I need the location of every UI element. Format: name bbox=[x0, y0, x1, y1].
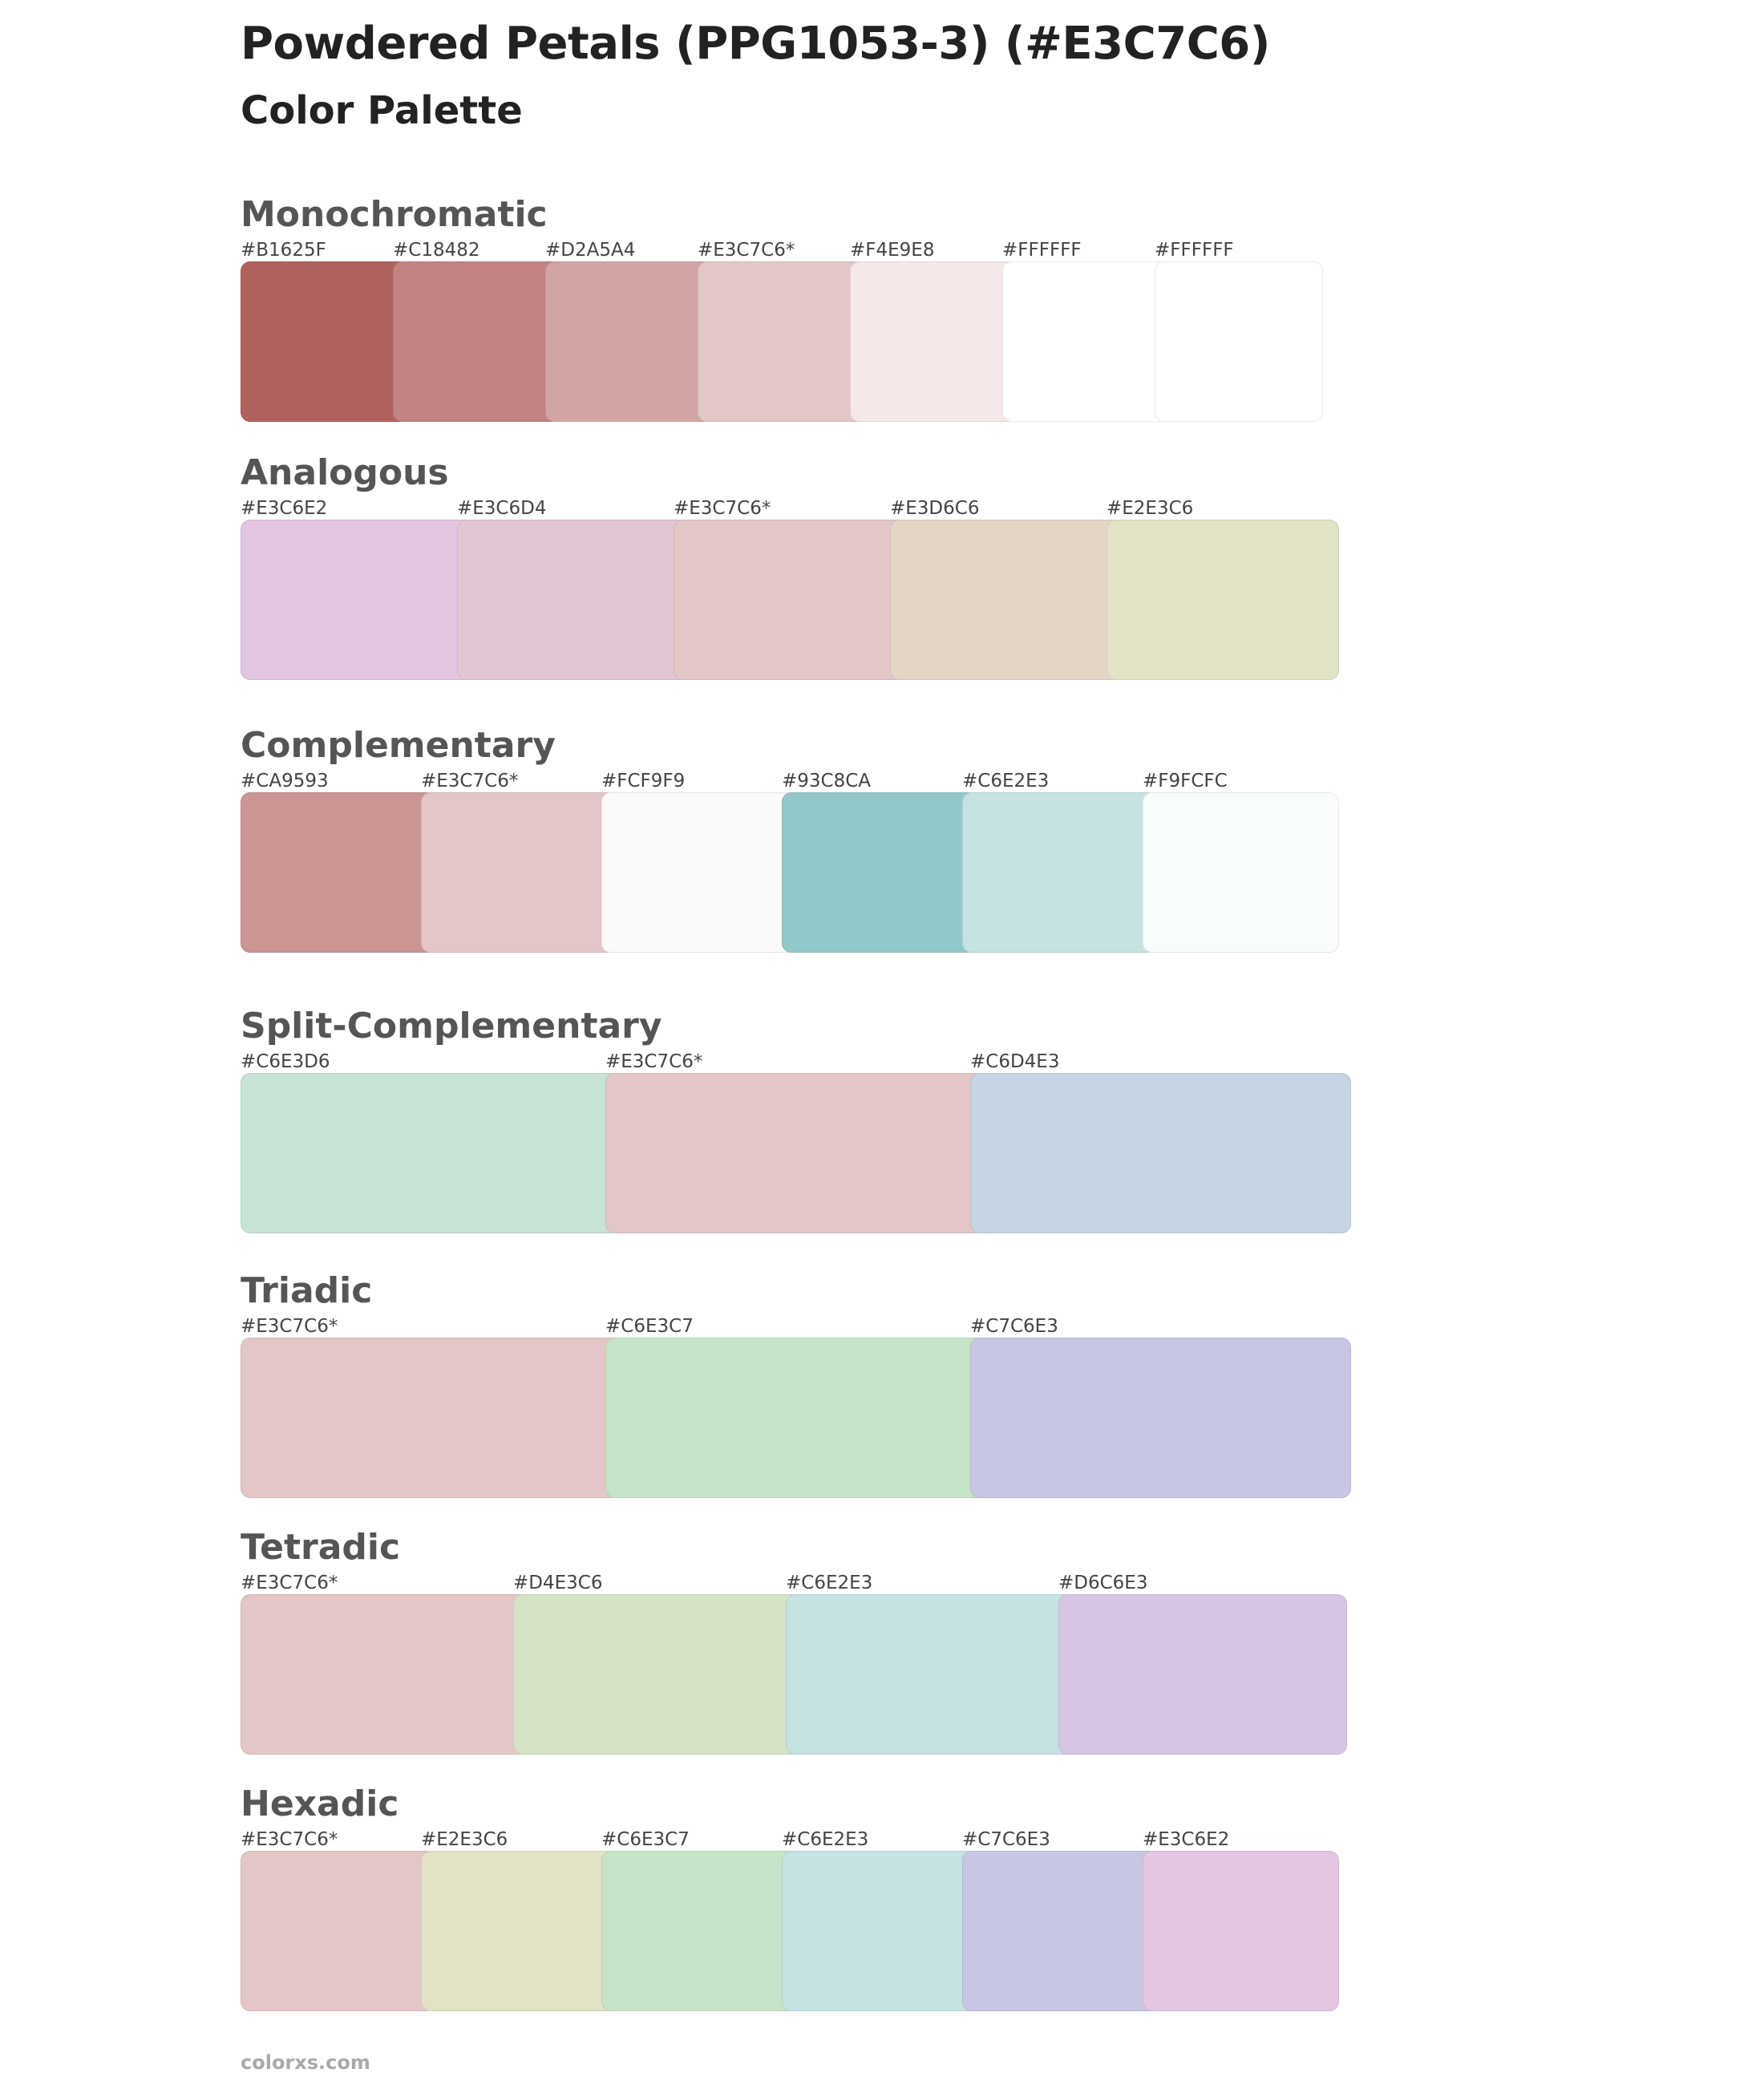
swatch-hex-label[interactable]: #E3C6D4 bbox=[457, 498, 547, 519]
section-title: Triadic bbox=[241, 1270, 373, 1311]
swatch-hex-label[interactable]: #E3C7C6* bbox=[241, 1316, 338, 1337]
section-title: Complementary bbox=[241, 725, 556, 766]
swatch-labels: #E3C7C6* #C6E3C7 #C7C6E3 bbox=[241, 1315, 1058, 1338]
swatch-labels: #B1625F #C18482 #D2A5A4 #E3C7C6* #F4E9E8 #FFF… bbox=[241, 239, 1234, 261]
section-triadic: Triadic #E3C7C6* #C6E3C7 #C7C6E3 bbox=[241, 1267, 1351, 1498]
swatch-hex-label[interactable]: #C18482 bbox=[393, 240, 480, 261]
section-title: Split-Complementary bbox=[241, 1006, 662, 1047]
color-swatch[interactable] bbox=[601, 1851, 798, 2011]
swatch-hex-label[interactable]: #E2E3C6 bbox=[1107, 498, 1194, 519]
color-swatch[interactable] bbox=[1107, 520, 1339, 680]
color-swatch[interactable] bbox=[1155, 261, 1323, 422]
swatch-hex-label[interactable]: #C6E2E3 bbox=[786, 1573, 873, 1593]
color-swatch[interactable] bbox=[421, 792, 617, 953]
color-swatch[interactable] bbox=[241, 261, 409, 422]
color-swatch[interactable] bbox=[850, 261, 1018, 422]
color-swatch[interactable] bbox=[457, 520, 690, 680]
swatch-hex-label[interactable]: #F9FCFC bbox=[1143, 771, 1228, 791]
color-swatch[interactable] bbox=[605, 1338, 986, 1498]
color-swatch[interactable] bbox=[674, 520, 906, 680]
color-swatch[interactable] bbox=[1143, 792, 1339, 953]
swatch-hex-label[interactable]: #C6E2E3 bbox=[782, 1829, 869, 1850]
swatch-labels: #E3C6E2 #E3C6D4 #E3C7C6* #E3D6C6 #E2E3C6 bbox=[241, 497, 1193, 520]
swatch-hex-label[interactable]: #E3C7C6* bbox=[674, 498, 771, 519]
swatch-row bbox=[241, 1851, 1339, 2011]
color-swatch[interactable] bbox=[241, 520, 473, 680]
swatch-hex-label[interactable]: #C6E3C7 bbox=[601, 1829, 690, 1850]
color-swatch[interactable] bbox=[241, 1338, 621, 1498]
swatch-hex-label[interactable]: #B1625F bbox=[241, 240, 326, 261]
swatch-labels: #E3C7C6* #D4E3C6 #C6E2E3 #D6C6E3 bbox=[241, 1572, 1147, 1594]
color-swatch[interactable] bbox=[1002, 261, 1171, 422]
swatch-labels: #C6E3D6 #E3C7C6* #C6D4E3 bbox=[241, 1051, 1059, 1073]
color-swatch[interactable] bbox=[970, 1338, 1351, 1498]
page-title: Powdered Petals (PPG1053-3) (#E3C7C6) bbox=[241, 18, 1270, 70]
swatch-row bbox=[241, 1073, 1351, 1233]
color-swatch[interactable] bbox=[698, 261, 866, 422]
swatch-hex-label[interactable]: #C6E2E3 bbox=[962, 771, 1050, 791]
swatch-hex-label[interactable]: #E3C6E2 bbox=[1143, 1829, 1230, 1850]
swatch-row bbox=[241, 1338, 1351, 1498]
swatch-hex-label[interactable]: #E3C7C6* bbox=[241, 1573, 338, 1593]
section-split: Split-Complementary #C6E3D6 #E3C7C6* #C6D4E… bbox=[241, 1002, 1351, 1233]
swatch-hex-label[interactable]: #E3C7C6* bbox=[605, 1051, 703, 1072]
color-swatch[interactable] bbox=[545, 261, 714, 422]
swatch-hex-label[interactable]: #FFFFFF bbox=[1002, 240, 1082, 261]
color-swatch[interactable] bbox=[241, 1851, 437, 2011]
swatch-hex-label[interactable]: #C7C6E3 bbox=[970, 1316, 1058, 1337]
swatch-hex-label[interactable]: #D4E3C6 bbox=[513, 1573, 603, 1593]
swatch-row bbox=[241, 520, 1339, 680]
swatch-hex-label[interactable]: #E3C7C6* bbox=[698, 240, 795, 261]
swatch-hex-label[interactable]: #C7C6E3 bbox=[962, 1829, 1050, 1850]
swatch-row bbox=[241, 261, 1323, 422]
swatch-row bbox=[241, 1594, 1347, 1755]
color-swatch[interactable] bbox=[513, 1594, 802, 1755]
color-swatch[interactable] bbox=[782, 792, 978, 953]
swatch-hex-label[interactable]: #D6C6E3 bbox=[1058, 1573, 1148, 1593]
swatch-hex-label[interactable]: #CA9593 bbox=[241, 771, 329, 791]
section-analogous: Analogous #E3C6E2 #E3C6D4 #E3C7C6* #E3D6C6 #E… bbox=[241, 449, 1339, 680]
swatch-hex-label[interactable]: #E3C7C6* bbox=[421, 771, 519, 791]
color-swatch[interactable] bbox=[241, 792, 437, 953]
color-swatch[interactable] bbox=[421, 1851, 617, 2011]
swatch-hex-label[interactable]: #FFFFFF bbox=[1155, 240, 1234, 261]
color-swatch[interactable] bbox=[962, 1851, 1159, 2011]
swatch-labels: #E3C7C6* #E2E3C6 #C6E3C7 #C6E2E3 #C7C6E3 #E3C… bbox=[241, 1828, 1229, 1851]
section-tetradic: Tetradic #E3C7C6* #D4E3C6 #C6E2E3 #D6C6E3 bbox=[241, 1524, 1347, 1755]
color-swatch[interactable] bbox=[786, 1594, 1074, 1755]
swatch-hex-label[interactable]: #F4E9E8 bbox=[850, 240, 935, 261]
section-complementary: Complementary #CA9593 #E3C7C6* #FCF9F9 #93C8… bbox=[241, 722, 1339, 953]
swatch-hex-label[interactable]: #C6E3C7 bbox=[605, 1316, 694, 1337]
page-subtitle: Color Palette bbox=[241, 88, 523, 133]
color-swatch[interactable] bbox=[890, 520, 1123, 680]
color-swatch[interactable] bbox=[970, 1073, 1351, 1233]
color-swatch[interactable] bbox=[393, 261, 561, 422]
swatch-row bbox=[241, 792, 1339, 953]
swatch-hex-label[interactable]: #E3C6E2 bbox=[241, 498, 328, 519]
swatch-hex-label[interactable]: #E3C7C6* bbox=[241, 1829, 338, 1850]
swatch-hex-label[interactable]: #93C8CA bbox=[782, 771, 872, 791]
swatch-hex-label[interactable]: #D2A5A4 bbox=[545, 240, 636, 261]
section-hexadic: Hexadic #E3C7C6* #E2E3C6 #C6E3C7 #C6E2E3 #C7C… bbox=[241, 1780, 1339, 2011]
section-title: Hexadic bbox=[241, 1783, 399, 1824]
color-swatch[interactable] bbox=[962, 792, 1159, 953]
swatch-hex-label[interactable]: #C6D4E3 bbox=[970, 1051, 1060, 1072]
swatch-labels: #CA9593 #E3C7C6* #FCF9F9 #93C8CA #C6E2E3 #F9F… bbox=[241, 770, 1228, 792]
swatch-hex-label[interactable]: #FCF9F9 bbox=[601, 771, 686, 791]
color-swatch[interactable] bbox=[241, 1594, 529, 1755]
color-swatch[interactable] bbox=[241, 1073, 621, 1233]
swatch-hex-label[interactable]: #E2E3C6 bbox=[421, 1829, 508, 1850]
section-title: Monochromatic bbox=[241, 194, 548, 235]
swatch-hex-label[interactable]: #C6E3D6 bbox=[241, 1051, 330, 1072]
color-swatch[interactable] bbox=[782, 1851, 978, 2011]
footer-site-link[interactable]: colorxs.com bbox=[241, 2051, 370, 2074]
color-swatch[interactable] bbox=[601, 792, 798, 953]
section-title: Analogous bbox=[241, 452, 449, 493]
color-swatch[interactable] bbox=[1058, 1594, 1347, 1755]
color-swatch[interactable] bbox=[1143, 1851, 1339, 2011]
color-swatch[interactable] bbox=[605, 1073, 986, 1233]
swatch-hex-label[interactable]: #E3D6C6 bbox=[890, 498, 980, 519]
section-mono: Monochromatic #B1625F #C18482 #D2A5A4 #E3C7C… bbox=[241, 191, 1323, 422]
section-title: Tetradic bbox=[241, 1527, 401, 1568]
